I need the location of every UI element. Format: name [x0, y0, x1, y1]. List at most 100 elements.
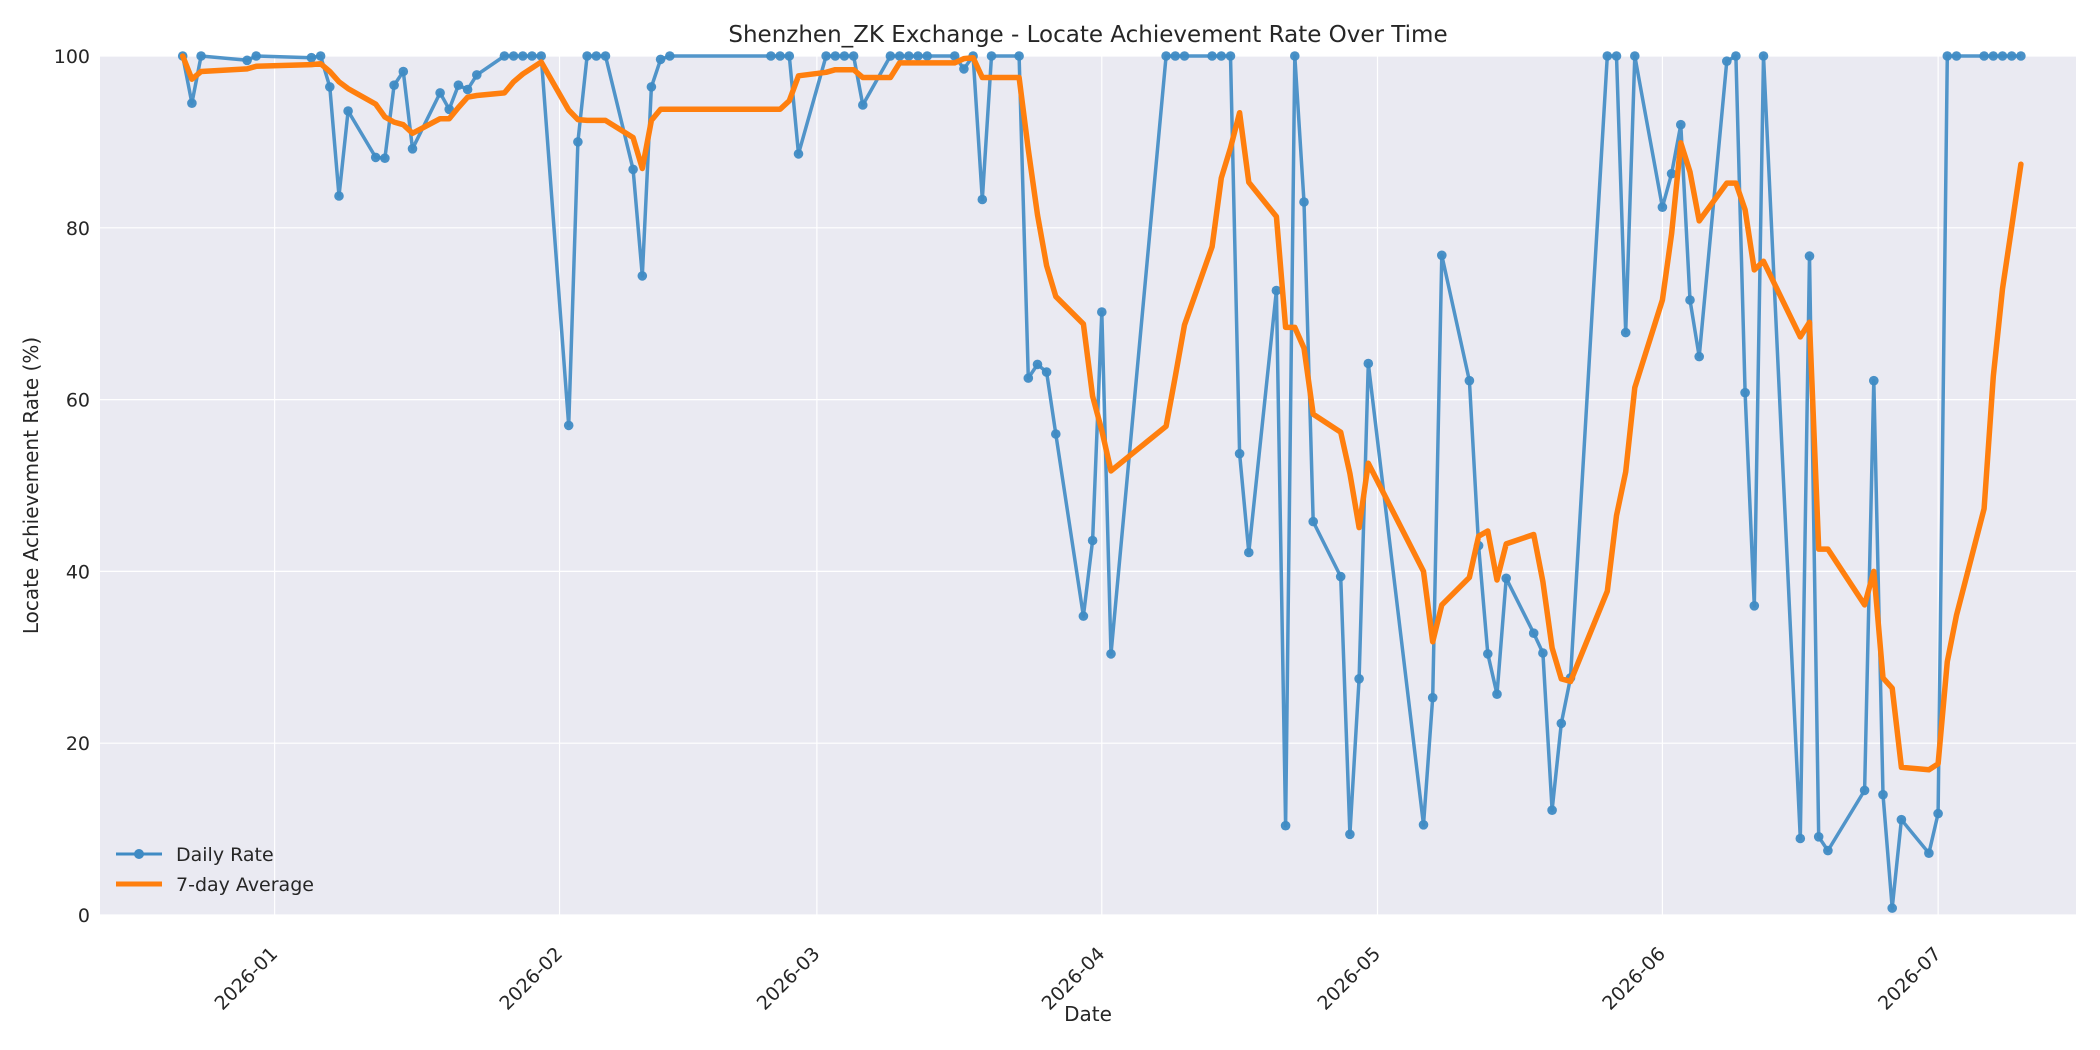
- daily-point: [306, 52, 317, 63]
- daily-point: [1823, 845, 1833, 856]
- daily-point: [435, 88, 445, 98]
- daily-point: [1464, 375, 1475, 386]
- y-axis-title: Locate Achievement Rate (%): [19, 337, 43, 634]
- daily-point: [508, 51, 519, 61]
- daily-point: [839, 51, 850, 61]
- daily-point: [1547, 805, 1557, 815]
- daily-point: [793, 149, 804, 159]
- avg-series-line: [179, 53, 2024, 773]
- daily-point: [1694, 351, 1704, 362]
- daily-point: [885, 51, 896, 61]
- plot-area: [100, 56, 2076, 915]
- daily-point: [766, 51, 776, 61]
- legend-avg-label: 7-day Average: [176, 874, 314, 896]
- daily-point: [784, 51, 795, 61]
- y-tick-label: 60: [66, 390, 90, 412]
- daily-point: [1630, 51, 1640, 61]
- daily-point: [1813, 832, 1824, 842]
- daily-series-layer: [177, 51, 2026, 913]
- daily-point: [858, 100, 868, 110]
- daily-point: [775, 51, 785, 61]
- daily-point: [1933, 808, 1943, 819]
- daily-point: [821, 51, 831, 61]
- daily-point: [518, 51, 528, 61]
- daily-point: [1078, 611, 1089, 621]
- daily-point: [582, 51, 592, 61]
- daily-point: [1335, 571, 1346, 582]
- y-tick-label: 20: [66, 733, 90, 755]
- daily-point: [591, 51, 602, 61]
- daily-point: [848, 51, 859, 61]
- daily-point: [1924, 848, 1934, 858]
- daily-point: [1620, 327, 1631, 338]
- daily-point: [1345, 829, 1355, 840]
- daily-point: [1951, 51, 1962, 61]
- y-tick-labels: 0 20 40 60 80 100: [54, 46, 90, 927]
- chart-title: Shenzhen_ZK Exchange - Locate Achievemen…: [728, 22, 1447, 48]
- daily-point: [959, 64, 969, 74]
- daily-point: [1988, 51, 1999, 61]
- daily-point: [1859, 785, 1870, 796]
- daily-point: [1280, 820, 1291, 831]
- daily-point: [2016, 51, 2026, 61]
- daily-point: [646, 82, 657, 92]
- daily-point: [1041, 367, 1052, 377]
- daily-point: [453, 80, 464, 90]
- daily-point: [1179, 51, 1190, 61]
- daily-point: [563, 420, 574, 431]
- daily-point: [1556, 718, 1567, 729]
- daily-point: [462, 84, 473, 95]
- daily-point: [1418, 820, 1429, 830]
- daily-point: [600, 51, 611, 61]
- x-axis-title: Date: [1064, 1002, 1112, 1026]
- daily-point: [1740, 387, 1750, 398]
- y-tick-label: 40: [66, 561, 90, 583]
- daily-point: [196, 51, 206, 61]
- daily-point: [1501, 573, 1511, 584]
- daily-point: [1795, 833, 1806, 844]
- daily-point: [1299, 197, 1309, 207]
- daily-point: [1758, 51, 1769, 61]
- daily-point: [949, 51, 960, 61]
- daily-point: [1023, 373, 1034, 383]
- daily-point: [1106, 649, 1116, 659]
- daily-point: [1804, 251, 1815, 261]
- daily-point: [334, 191, 344, 201]
- daily-point: [1483, 649, 1493, 659]
- daily-point: [665, 51, 675, 61]
- daily-point: [1427, 692, 1438, 703]
- legend-daily-label: Daily Rate: [176, 844, 274, 866]
- daily-point: [1731, 51, 1741, 61]
- daily-point: [1225, 51, 1236, 61]
- daily-point: [370, 152, 381, 163]
- daily-point: [1244, 547, 1254, 558]
- daily-point: [1657, 202, 1668, 212]
- daily-point: [1308, 516, 1318, 527]
- daily-point: [1722, 56, 1732, 66]
- daily-point: [573, 137, 583, 147]
- daily-point: [628, 164, 638, 175]
- daily-point: [1354, 674, 1364, 684]
- daily-point: [986, 51, 997, 61]
- daily-point: [536, 51, 546, 61]
- daily-point: [1271, 285, 1282, 296]
- daily-point: [187, 98, 197, 108]
- daily-point: [325, 82, 335, 92]
- daily-point: [499, 51, 510, 61]
- avg-series-layer: [179, 53, 2024, 773]
- legend-daily-marker: [134, 849, 144, 859]
- daily-point: [1014, 51, 1024, 61]
- daily-point: [1207, 51, 1217, 61]
- daily-point: [1234, 448, 1245, 459]
- daily-point: [1602, 51, 1613, 61]
- daily-point: [2006, 51, 2017, 61]
- daily-point: [1942, 51, 1953, 61]
- daily-point: [922, 51, 932, 61]
- daily-point: [315, 51, 326, 61]
- daily-point: [380, 153, 390, 163]
- daily-point: [527, 51, 537, 61]
- daily-point: [830, 51, 841, 61]
- daily-point: [1538, 648, 1548, 658]
- daily-point: [389, 80, 399, 90]
- daily-point: [1869, 375, 1879, 386]
